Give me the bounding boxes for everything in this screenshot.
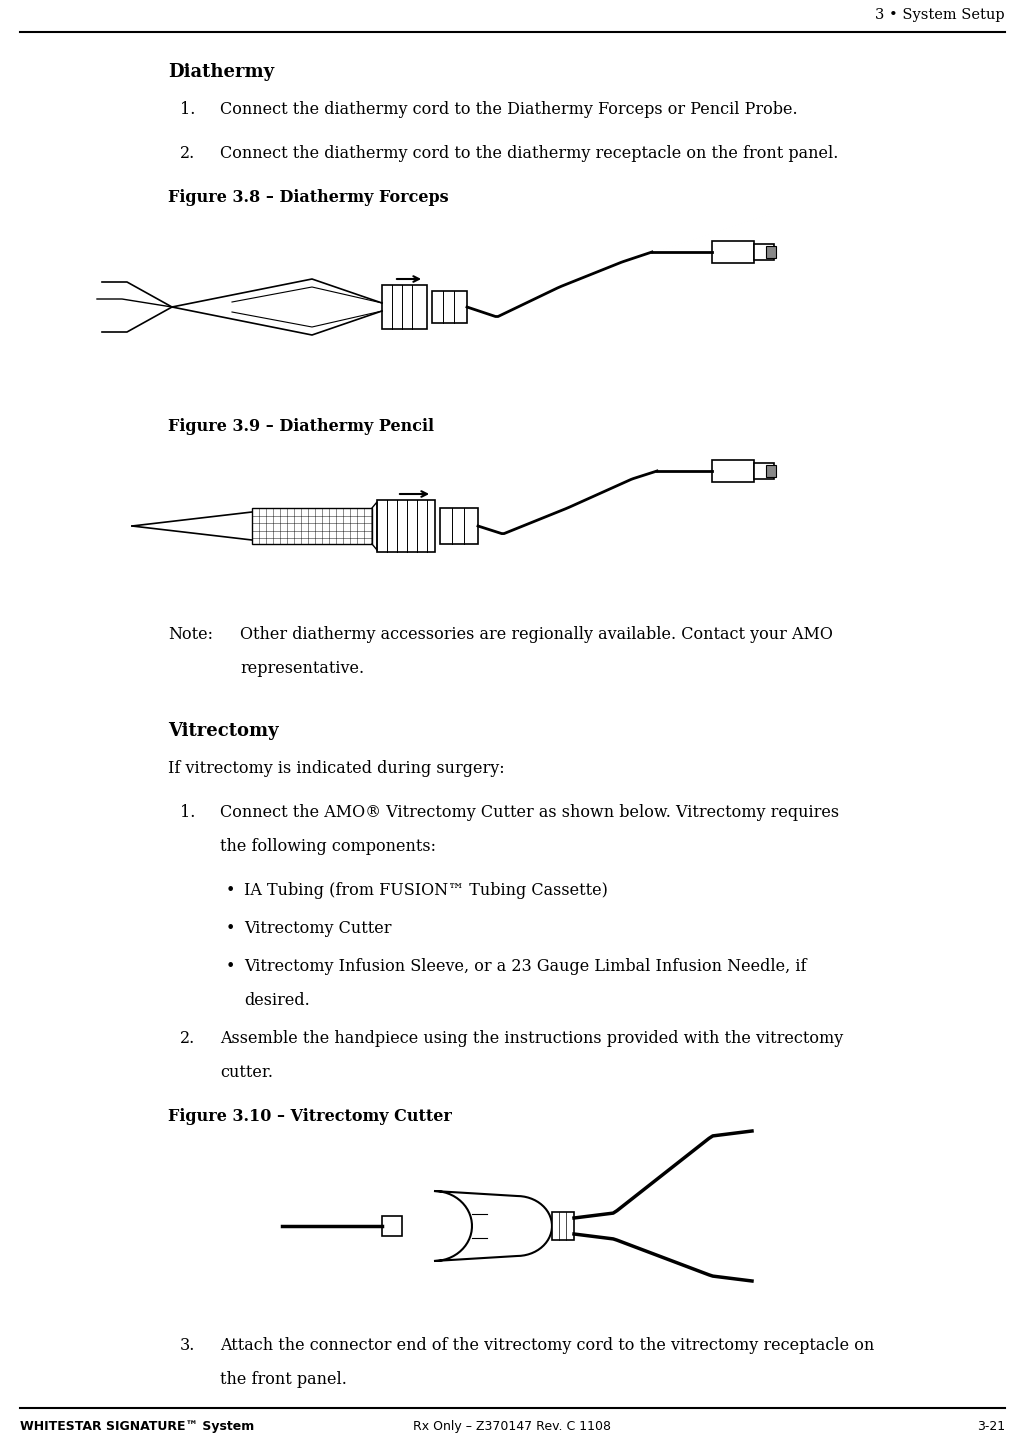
Text: •: • bbox=[226, 958, 236, 976]
Text: 2.: 2. bbox=[180, 146, 195, 161]
Bar bbox=[754, 463, 774, 478]
Text: •: • bbox=[226, 919, 236, 937]
Bar bbox=[712, 241, 754, 264]
Text: Assemble the handpiece using the instructions provided with the vitrectomy: Assemble the handpiece using the instruc… bbox=[220, 1030, 844, 1048]
Polygon shape bbox=[434, 1192, 551, 1261]
Bar bbox=[432, 291, 467, 323]
Bar bbox=[766, 465, 776, 477]
Text: 2.: 2. bbox=[180, 1030, 195, 1048]
Text: •: • bbox=[226, 882, 236, 899]
Text: 3-21: 3-21 bbox=[977, 1419, 1004, 1432]
Text: Figure 3.10 – Vitrectomy Cutter: Figure 3.10 – Vitrectomy Cutter bbox=[168, 1108, 452, 1125]
Text: Vitrectomy Infusion Sleeve, or a 23 Gauge Limbal Infusion Needle, if: Vitrectomy Infusion Sleeve, or a 23 Gaug… bbox=[244, 958, 807, 976]
Text: Vitrectomy Cutter: Vitrectomy Cutter bbox=[244, 919, 392, 937]
Bar bbox=[252, 509, 372, 545]
Text: Note:: Note: bbox=[168, 625, 213, 643]
Text: Other diathermy accessories are regionally available. Contact your AMO: Other diathermy accessories are regional… bbox=[240, 625, 833, 643]
Text: If vitrectomy is indicated during surgery:: If vitrectomy is indicated during surger… bbox=[168, 759, 504, 777]
Text: Rx Only – Z370147 Rev. C 1108: Rx Only – Z370147 Rev. C 1108 bbox=[413, 1419, 611, 1432]
Bar bbox=[377, 500, 435, 552]
Text: Attach the connector end of the vitrectomy cord to the vitrectomy receptacle on: Attach the connector end of the vitrecto… bbox=[220, 1337, 874, 1355]
Text: Figure 3.8 – Diathermy Forceps: Figure 3.8 – Diathermy Forceps bbox=[168, 189, 449, 206]
Text: the front panel.: the front panel. bbox=[220, 1370, 346, 1388]
Bar bbox=[440, 509, 478, 545]
Text: representative.: representative. bbox=[240, 660, 364, 677]
Text: Figure 3.9 – Diathermy Pencil: Figure 3.9 – Diathermy Pencil bbox=[168, 418, 434, 435]
Text: IA Tubing (from FUSION™ Tubing Cassette): IA Tubing (from FUSION™ Tubing Cassette) bbox=[244, 882, 608, 899]
Text: Connect the diathermy cord to the diathermy receptacle on the front panel.: Connect the diathermy cord to the diathe… bbox=[220, 146, 838, 161]
Bar bbox=[754, 244, 774, 259]
Bar bbox=[382, 1216, 402, 1236]
Text: cutter.: cutter. bbox=[220, 1063, 273, 1081]
Bar bbox=[712, 460, 754, 481]
Text: 1.: 1. bbox=[180, 101, 196, 118]
Bar bbox=[766, 246, 776, 258]
Text: Connect the AMO® Vitrectomy Cutter as shown below. Vitrectomy requires: Connect the AMO® Vitrectomy Cutter as sh… bbox=[220, 804, 839, 821]
Bar bbox=[382, 285, 427, 329]
Text: 3 • System Setup: 3 • System Setup bbox=[875, 9, 1004, 22]
Text: Vitrectomy: Vitrectomy bbox=[168, 722, 279, 741]
Bar bbox=[552, 1212, 574, 1241]
Text: the following components:: the following components: bbox=[220, 839, 436, 855]
Text: 1.: 1. bbox=[180, 804, 196, 821]
Text: Diathermy: Diathermy bbox=[168, 63, 274, 81]
Text: 3.: 3. bbox=[180, 1337, 196, 1355]
Text: Connect the diathermy cord to the Diathermy Forceps or Pencil Probe.: Connect the diathermy cord to the Diathe… bbox=[220, 101, 797, 118]
Text: desired.: desired. bbox=[244, 991, 310, 1009]
Text: WHITESTAR SIGNATURE™ System: WHITESTAR SIGNATURE™ System bbox=[20, 1419, 254, 1432]
